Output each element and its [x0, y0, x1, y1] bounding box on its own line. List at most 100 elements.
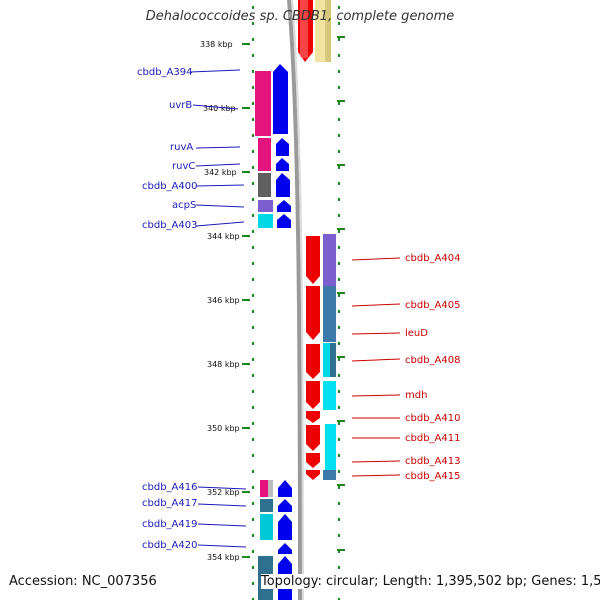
- gene-arrow[interactable]: [276, 138, 289, 156]
- tick-mark: [338, 502, 340, 505]
- gene-arrow[interactable]: [306, 286, 320, 340]
- gene-label[interactable]: uvrB: [169, 100, 192, 111]
- tick-mark: [252, 134, 254, 137]
- gene-color-bar[interactable]: [258, 173, 271, 197]
- gene-color-bar[interactable]: [258, 138, 271, 171]
- tick-mark: [338, 326, 340, 329]
- tick-mark: [252, 262, 254, 265]
- gene-label[interactable]: cbdb_A404: [405, 253, 460, 264]
- tick-mark: [252, 454, 254, 457]
- gene-label[interactable]: ruvC: [172, 161, 195, 172]
- gene-arrow[interactable]: [278, 514, 292, 540]
- gene-arrow[interactable]: [276, 158, 289, 171]
- tick-mark: [252, 230, 254, 233]
- tick-mark: [338, 278, 340, 281]
- tick-mark: [338, 134, 340, 137]
- gene-arrow[interactable]: [306, 425, 320, 451]
- gene-arrow[interactable]: [277, 214, 291, 228]
- gene-label[interactable]: cbdb_A416: [142, 482, 197, 493]
- gene-color-bar[interactable]: [255, 71, 271, 136]
- tick-mark: [338, 86, 340, 89]
- major-tick: [337, 549, 345, 551]
- gene-label[interactable]: acpS: [172, 200, 196, 211]
- gene-color-bar[interactable]: [258, 200, 273, 212]
- gene-arrow[interactable]: [278, 499, 292, 512]
- gene-arrow[interactable]: [306, 344, 320, 379]
- gene-arrow[interactable]: [276, 173, 290, 197]
- gene-label[interactable]: cbdb_A411: [405, 433, 460, 444]
- reverse-strand-genes: [306, 234, 336, 480]
- gene-label[interactable]: cbdb_A415: [405, 471, 460, 482]
- tick-mark: [252, 422, 254, 425]
- gene-color-bar[interactable]: [323, 234, 336, 286]
- gene-arrow[interactable]: [306, 236, 320, 284]
- gene-color-bar[interactable]: [323, 286, 336, 342]
- gene-arrow[interactable]: [306, 470, 320, 480]
- tick-mark: [252, 550, 254, 553]
- gene-color-bar[interactable]: [323, 381, 336, 410]
- gene-label[interactable]: cbdb_A410: [405, 413, 460, 424]
- kbp-label: 340 kbp: [203, 104, 236, 113]
- tick-mark: [252, 502, 254, 505]
- gene-label[interactable]: cbdb_A419: [142, 519, 197, 530]
- gene-arrow[interactable]: [273, 64, 288, 134]
- gene-color-bar[interactable]: [323, 343, 330, 377]
- gene-color-bar[interactable]: [260, 499, 273, 512]
- tick-mark: [338, 150, 340, 153]
- major-tick: [242, 43, 250, 45]
- gene-label[interactable]: cbdb_A413: [405, 456, 460, 467]
- gene-color-bar[interactable]: [325, 424, 336, 470]
- leader-line: [195, 184, 245, 187]
- gene-arrow[interactable]: [278, 480, 292, 497]
- tick-mark: [338, 486, 340, 489]
- gene-label[interactable]: leuD: [405, 328, 428, 339]
- tick-mark: [252, 214, 254, 217]
- major-tick: [337, 292, 345, 294]
- gene-arrow[interactable]: [277, 200, 291, 212]
- topology-text: Topology: circular; Length: 1,395,502 bp…: [261, 574, 600, 589]
- gene-block[interactable]: [325, 0, 331, 62]
- tick-mark: [252, 518, 254, 521]
- tick-mark: [252, 470, 254, 473]
- kbp-label: 342 kbp: [204, 168, 237, 177]
- tick-mark: [338, 422, 340, 425]
- gene-label[interactable]: mdh: [405, 390, 427, 401]
- gene-label[interactable]: cbdb_A405: [405, 300, 460, 311]
- tick-mark: [338, 294, 340, 297]
- gene-label[interactable]: ruvA: [170, 142, 193, 153]
- gene-arrow[interactable]: [306, 381, 320, 409]
- major-tick: [337, 356, 345, 358]
- gene-label[interactable]: cbdb_A394: [137, 67, 192, 78]
- kbp-label: 346 kbp: [207, 296, 240, 305]
- tick-mark: [338, 262, 340, 265]
- tick-mark: [252, 486, 254, 489]
- gene-label[interactable]: cbdb_A420: [142, 540, 197, 551]
- gene-label[interactable]: cbdb_A417: [142, 498, 197, 509]
- gene-label[interactable]: cbdb_A403: [142, 220, 197, 231]
- gene-color-bar[interactable]: [258, 214, 273, 228]
- tick-mark: [252, 246, 254, 249]
- gene-arrow[interactable]: [306, 411, 320, 423]
- tick-mark: [338, 246, 340, 249]
- tick-mark: [252, 294, 254, 297]
- tick-mark: [338, 566, 340, 569]
- gene-label[interactable]: cbdb_A408: [405, 355, 460, 366]
- major-tick: [242, 556, 250, 558]
- reverse-gene-labels: cbdb_A404 cbdb_A405 leuD cbdb_A408 mdh c…: [351, 253, 460, 482]
- gene-color-bar[interactable]: [260, 480, 268, 497]
- gene-color-bar[interactable]: [330, 343, 336, 377]
- leader-line: [351, 460, 401, 463]
- gene-color-bar[interactable]: [323, 470, 336, 480]
- major-tick: [337, 420, 345, 422]
- tick-mark: [338, 118, 340, 121]
- gene-arrow[interactable]: [306, 453, 320, 468]
- gene-color-bar[interactable]: [268, 480, 273, 497]
- gene-block[interactable]: [300, 0, 308, 58]
- tick-mark: [252, 166, 254, 169]
- gene-label[interactable]: cbdb_A400: [142, 181, 197, 192]
- gene-color-bar[interactable]: [260, 514, 273, 540]
- leader-line: [195, 163, 241, 167]
- major-tick: [242, 107, 250, 109]
- gene-arrow[interactable]: [278, 543, 292, 554]
